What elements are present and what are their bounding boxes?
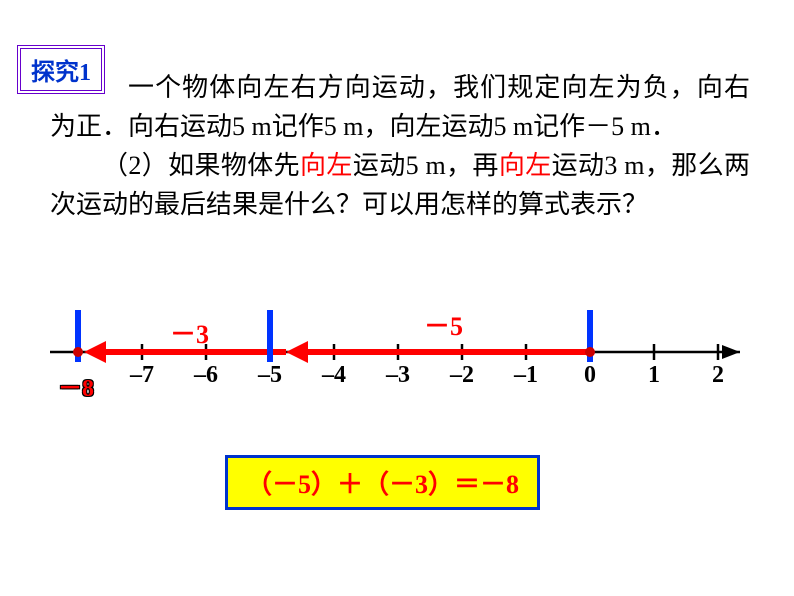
svg-text:0: 0 (584, 362, 596, 388)
arrow1-label: －5 (424, 306, 463, 343)
p2-open: （2）如果物体先 (102, 151, 300, 180)
svg-text:1: 1 (648, 362, 660, 388)
p2-left2: 向左 (499, 151, 552, 180)
svg-text:–1: –1 (513, 362, 538, 388)
paragraph-1: 一个物体向左右方向运动，我们规定向左为负，向右为正．向右运动5 m记作5 m，向… (50, 68, 750, 146)
svg-text:2: 2 (712, 362, 724, 388)
svg-text:–7: –7 (129, 362, 154, 388)
p2-mid1: 运动5 m，再 (353, 151, 499, 180)
svg-text:–2: –2 (449, 362, 474, 388)
svg-text:–3: –3 (385, 362, 410, 388)
p2-left1: 向左 (300, 151, 353, 180)
equation-text: （－5）＋（－3）＝－8 (246, 470, 519, 499)
svg-text:–4: –4 (321, 362, 346, 388)
number-line-svg: –7 –6 –5 –4 –3 –2 –1 0 1 2 (50, 300, 750, 420)
svg-text:–5: –5 (257, 362, 282, 388)
arrow2-label: －3 (170, 314, 209, 351)
equation-box: （－5）＋（－3）＝－8 (225, 455, 540, 510)
number-line-diagram: –7 –6 –5 –4 –3 –2 –1 0 1 2 －3 －5 －8 (50, 300, 750, 420)
content-area: 一个物体向左右方向运动，我们规定向左为负，向右为正．向右运动5 m记作5 m，向… (50, 68, 750, 224)
paragraph-2: （2）如果物体先向左运动5 m，再向左运动3 m，那么两次运动的最后结果是什么？… (50, 146, 750, 224)
point-minus8-label: －8 (58, 368, 94, 403)
svg-text:–6: –6 (193, 362, 218, 388)
p1-neg5: －5 m (585, 112, 651, 141)
p1-period: ． (651, 112, 677, 141)
